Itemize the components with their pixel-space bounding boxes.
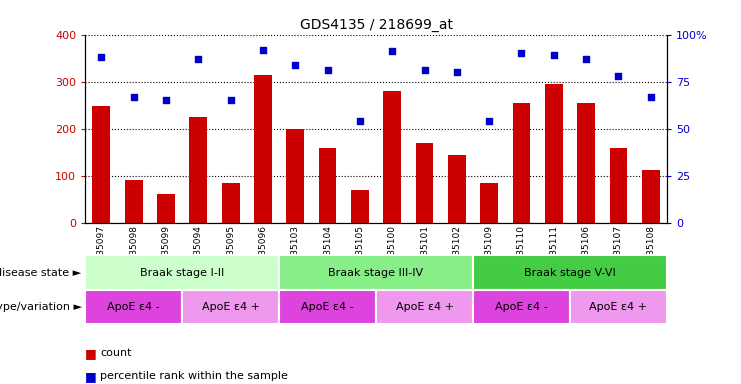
Point bbox=[419, 67, 431, 73]
Text: ApoE ε4 -: ApoE ε4 - bbox=[495, 302, 548, 312]
Bar bbox=[570, 290, 667, 324]
Point bbox=[580, 56, 592, 62]
Point bbox=[257, 46, 269, 53]
Title: GDS4135 / 218699_at: GDS4135 / 218699_at bbox=[299, 18, 453, 32]
Bar bbox=[85, 255, 279, 290]
Bar bbox=[124, 180, 142, 223]
Point bbox=[451, 69, 463, 75]
Text: Braak stage V-VI: Braak stage V-VI bbox=[524, 268, 616, 278]
Bar bbox=[182, 290, 279, 324]
Bar bbox=[85, 290, 182, 324]
Text: ApoE ε4 -: ApoE ε4 - bbox=[107, 302, 160, 312]
Bar bbox=[473, 255, 667, 290]
Bar bbox=[222, 183, 239, 223]
Point bbox=[386, 48, 398, 55]
Bar bbox=[157, 194, 175, 223]
Bar bbox=[190, 117, 207, 223]
Point bbox=[483, 118, 495, 124]
Bar bbox=[642, 170, 659, 223]
Point bbox=[127, 94, 139, 100]
Point bbox=[516, 50, 528, 56]
Bar bbox=[448, 154, 466, 223]
Text: count: count bbox=[100, 348, 132, 358]
Text: ApoE ε4 +: ApoE ε4 + bbox=[202, 302, 259, 312]
Bar bbox=[480, 183, 498, 223]
Text: ■: ■ bbox=[85, 370, 101, 383]
Point bbox=[289, 61, 301, 68]
Text: ApoE ε4 +: ApoE ε4 + bbox=[589, 302, 648, 312]
Bar bbox=[473, 290, 570, 324]
Bar bbox=[279, 290, 376, 324]
Bar bbox=[545, 84, 562, 223]
Point bbox=[645, 94, 657, 100]
Bar bbox=[254, 74, 272, 223]
Bar bbox=[383, 91, 401, 223]
Bar bbox=[513, 103, 531, 223]
Text: Braak stage I-II: Braak stage I-II bbox=[140, 268, 225, 278]
Text: ■: ■ bbox=[85, 347, 101, 360]
Bar bbox=[351, 190, 369, 223]
Bar bbox=[286, 129, 304, 223]
Bar bbox=[319, 148, 336, 223]
Text: genotype/variation ►: genotype/variation ► bbox=[0, 302, 82, 312]
Point bbox=[354, 118, 366, 124]
Bar bbox=[93, 106, 110, 223]
Text: ApoE ε4 -: ApoE ε4 - bbox=[302, 302, 354, 312]
Bar bbox=[416, 143, 433, 223]
Text: ApoE ε4 +: ApoE ε4 + bbox=[396, 302, 453, 312]
Point bbox=[225, 98, 236, 104]
Bar bbox=[279, 255, 473, 290]
Point bbox=[193, 56, 205, 62]
Point bbox=[322, 67, 333, 73]
Bar bbox=[376, 290, 473, 324]
Point bbox=[96, 54, 107, 60]
Point bbox=[613, 73, 625, 79]
Text: Braak stage III-IV: Braak stage III-IV bbox=[328, 268, 424, 278]
Point bbox=[160, 98, 172, 104]
Bar bbox=[577, 103, 595, 223]
Point bbox=[548, 52, 559, 58]
Bar bbox=[610, 148, 628, 223]
Text: disease state ►: disease state ► bbox=[0, 268, 82, 278]
Text: percentile rank within the sample: percentile rank within the sample bbox=[100, 371, 288, 381]
